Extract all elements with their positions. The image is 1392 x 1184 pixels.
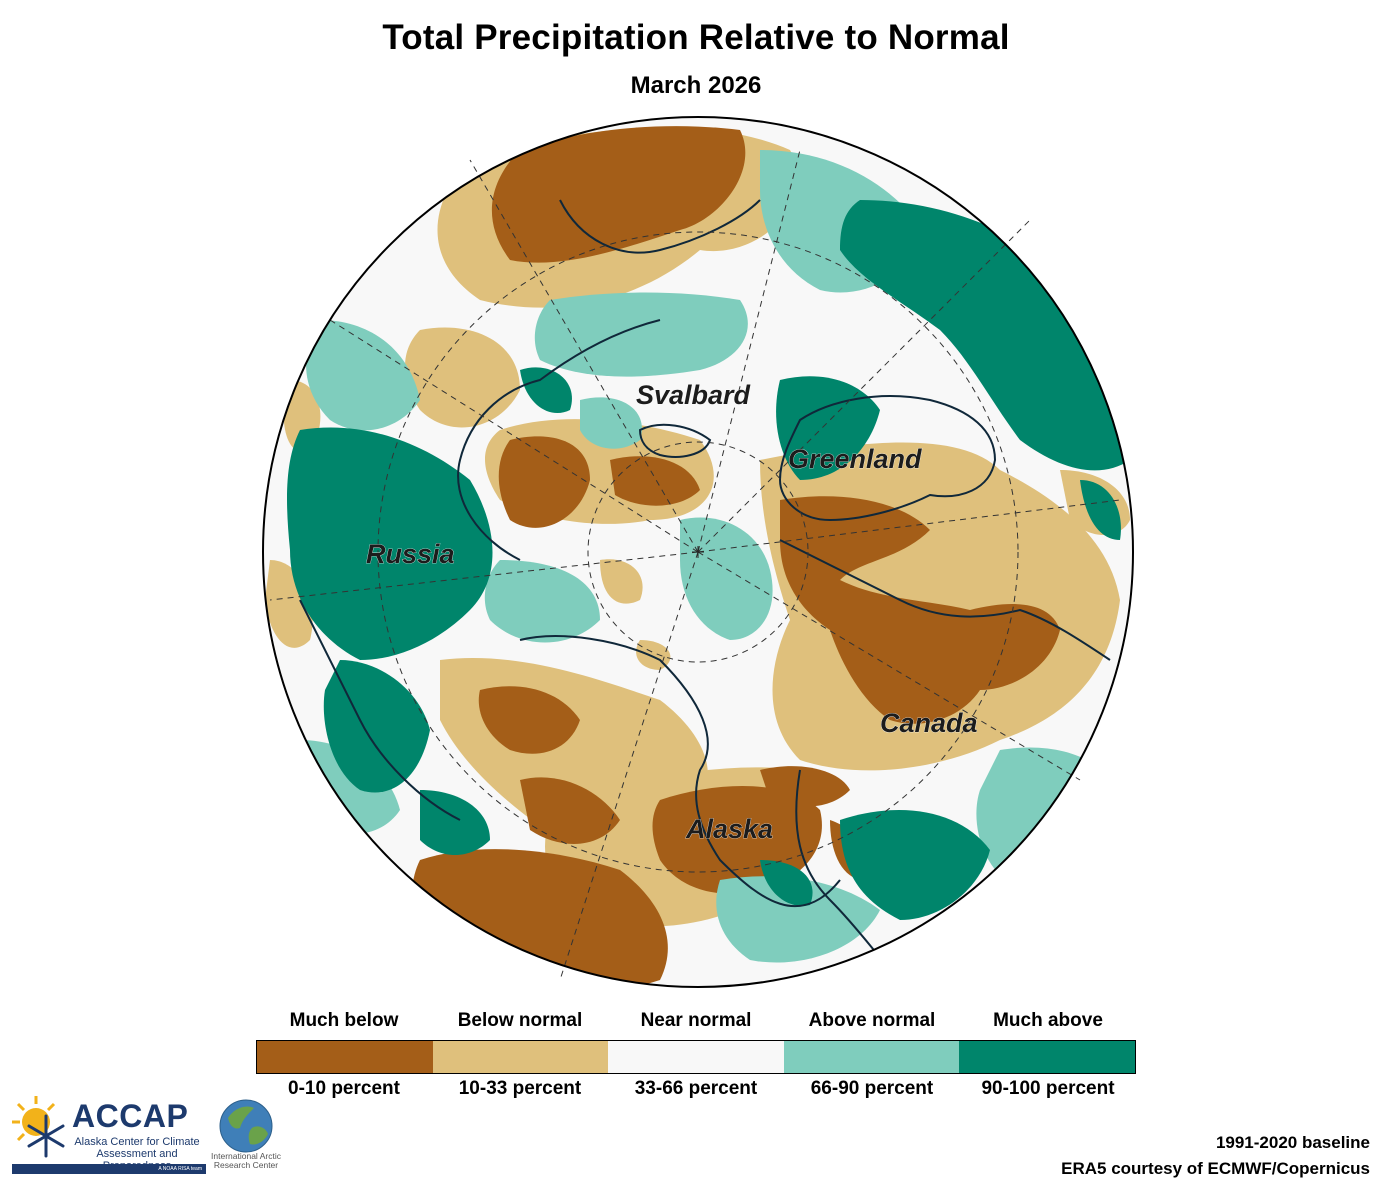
region-label-canada: Canada <box>880 708 978 738</box>
accap-logo-tagline: A NOAA RISA team <box>12 1164 206 1174</box>
scandinavia-coast <box>559 199 761 254</box>
greenland-coast <box>778 395 997 522</box>
meridian-7 <box>697 219 1031 553</box>
legend-range-near-normal: 33-66 percent <box>634 1078 758 1099</box>
legend-category-below-normal: Below normal <box>457 1010 583 1031</box>
latitude-80 <box>587 441 809 663</box>
accap-logo: ACCAP Alaska Center for Climate Assessme… <box>10 1094 206 1176</box>
meridian-4 <box>697 551 1081 781</box>
legend-range-above-normal: 66-90 percent <box>810 1078 934 1099</box>
iarc-logo: International Arctic Research Center <box>204 1098 288 1178</box>
sun-snowflake-icon <box>12 1096 65 1158</box>
legend-swatch-above-normal <box>783 1041 960 1073</box>
baseline-note: 1991-2020 baseline <box>1215 1133 1370 1152</box>
canada-archipelago <box>779 539 1111 661</box>
globe-icon <box>219 1099 273 1153</box>
legend-category-above-normal: Above normal <box>808 1010 936 1031</box>
legend-range-much-above: 90-100 percent <box>981 1078 1115 1099</box>
legend-swatch-much-above <box>959 1041 1135 1073</box>
legend-category-much-below: Much below <box>289 1010 399 1031</box>
alaska-coast <box>519 635 841 908</box>
meridian-3 <box>697 499 1121 553</box>
accap-logo-name: ACCAP <box>72 1098 189 1134</box>
map-disc-border <box>262 116 1134 988</box>
russia-arctic-coast <box>457 319 661 561</box>
iarc-logo-text: International Arctic Research Center <box>211 1151 281 1170</box>
legend: Much below Below normal Near normal Abov… <box>256 1010 1136 1110</box>
latitude-70 <box>377 231 1019 873</box>
credits: 1991-2020 baseline ERA5 courtesy of ECMW… <box>1061 1130 1370 1182</box>
coastlines <box>299 199 1111 981</box>
region-label-alaska: Alaska <box>685 814 773 844</box>
much-above-normal-areas <box>287 200 1130 920</box>
data-source-note: ERA5 courtesy of ECMWF/Copernicus <box>1061 1159 1370 1178</box>
meridian-6 <box>269 551 699 601</box>
legend-range-much-below: 0-10 percent <box>288 1078 400 1099</box>
graticule <box>269 149 1121 981</box>
precipitation-field <box>263 117 1133 987</box>
svalbard-coast <box>638 423 712 458</box>
legend-swatch-much-below <box>257 1041 433 1073</box>
map-subtitle: March 2026 <box>630 72 762 99</box>
region-label-russia: Russia <box>366 539 455 569</box>
meridian-1 <box>469 159 699 553</box>
siberia-coast <box>299 599 461 821</box>
region-label-greenland: Greenland <box>788 444 922 474</box>
legend-swatch-near-normal <box>608 1041 784 1073</box>
legend-swatch-below-normal <box>432 1041 609 1073</box>
map-title: Total Precipitation Relative to Normal <box>382 18 1010 57</box>
meridian-2 <box>697 149 801 553</box>
region-label-svalbard: Svalbard <box>636 380 751 410</box>
legend-color-bar <box>256 1040 1136 1074</box>
legend-category-near-normal: Near normal <box>640 1010 752 1031</box>
legend-category-much-above: Much above <box>993 1010 1103 1031</box>
legend-range-below-normal: 10-33 percent <box>458 1078 582 1099</box>
meridian-5 <box>559 551 699 981</box>
north-pole-marker <box>692 546 704 558</box>
